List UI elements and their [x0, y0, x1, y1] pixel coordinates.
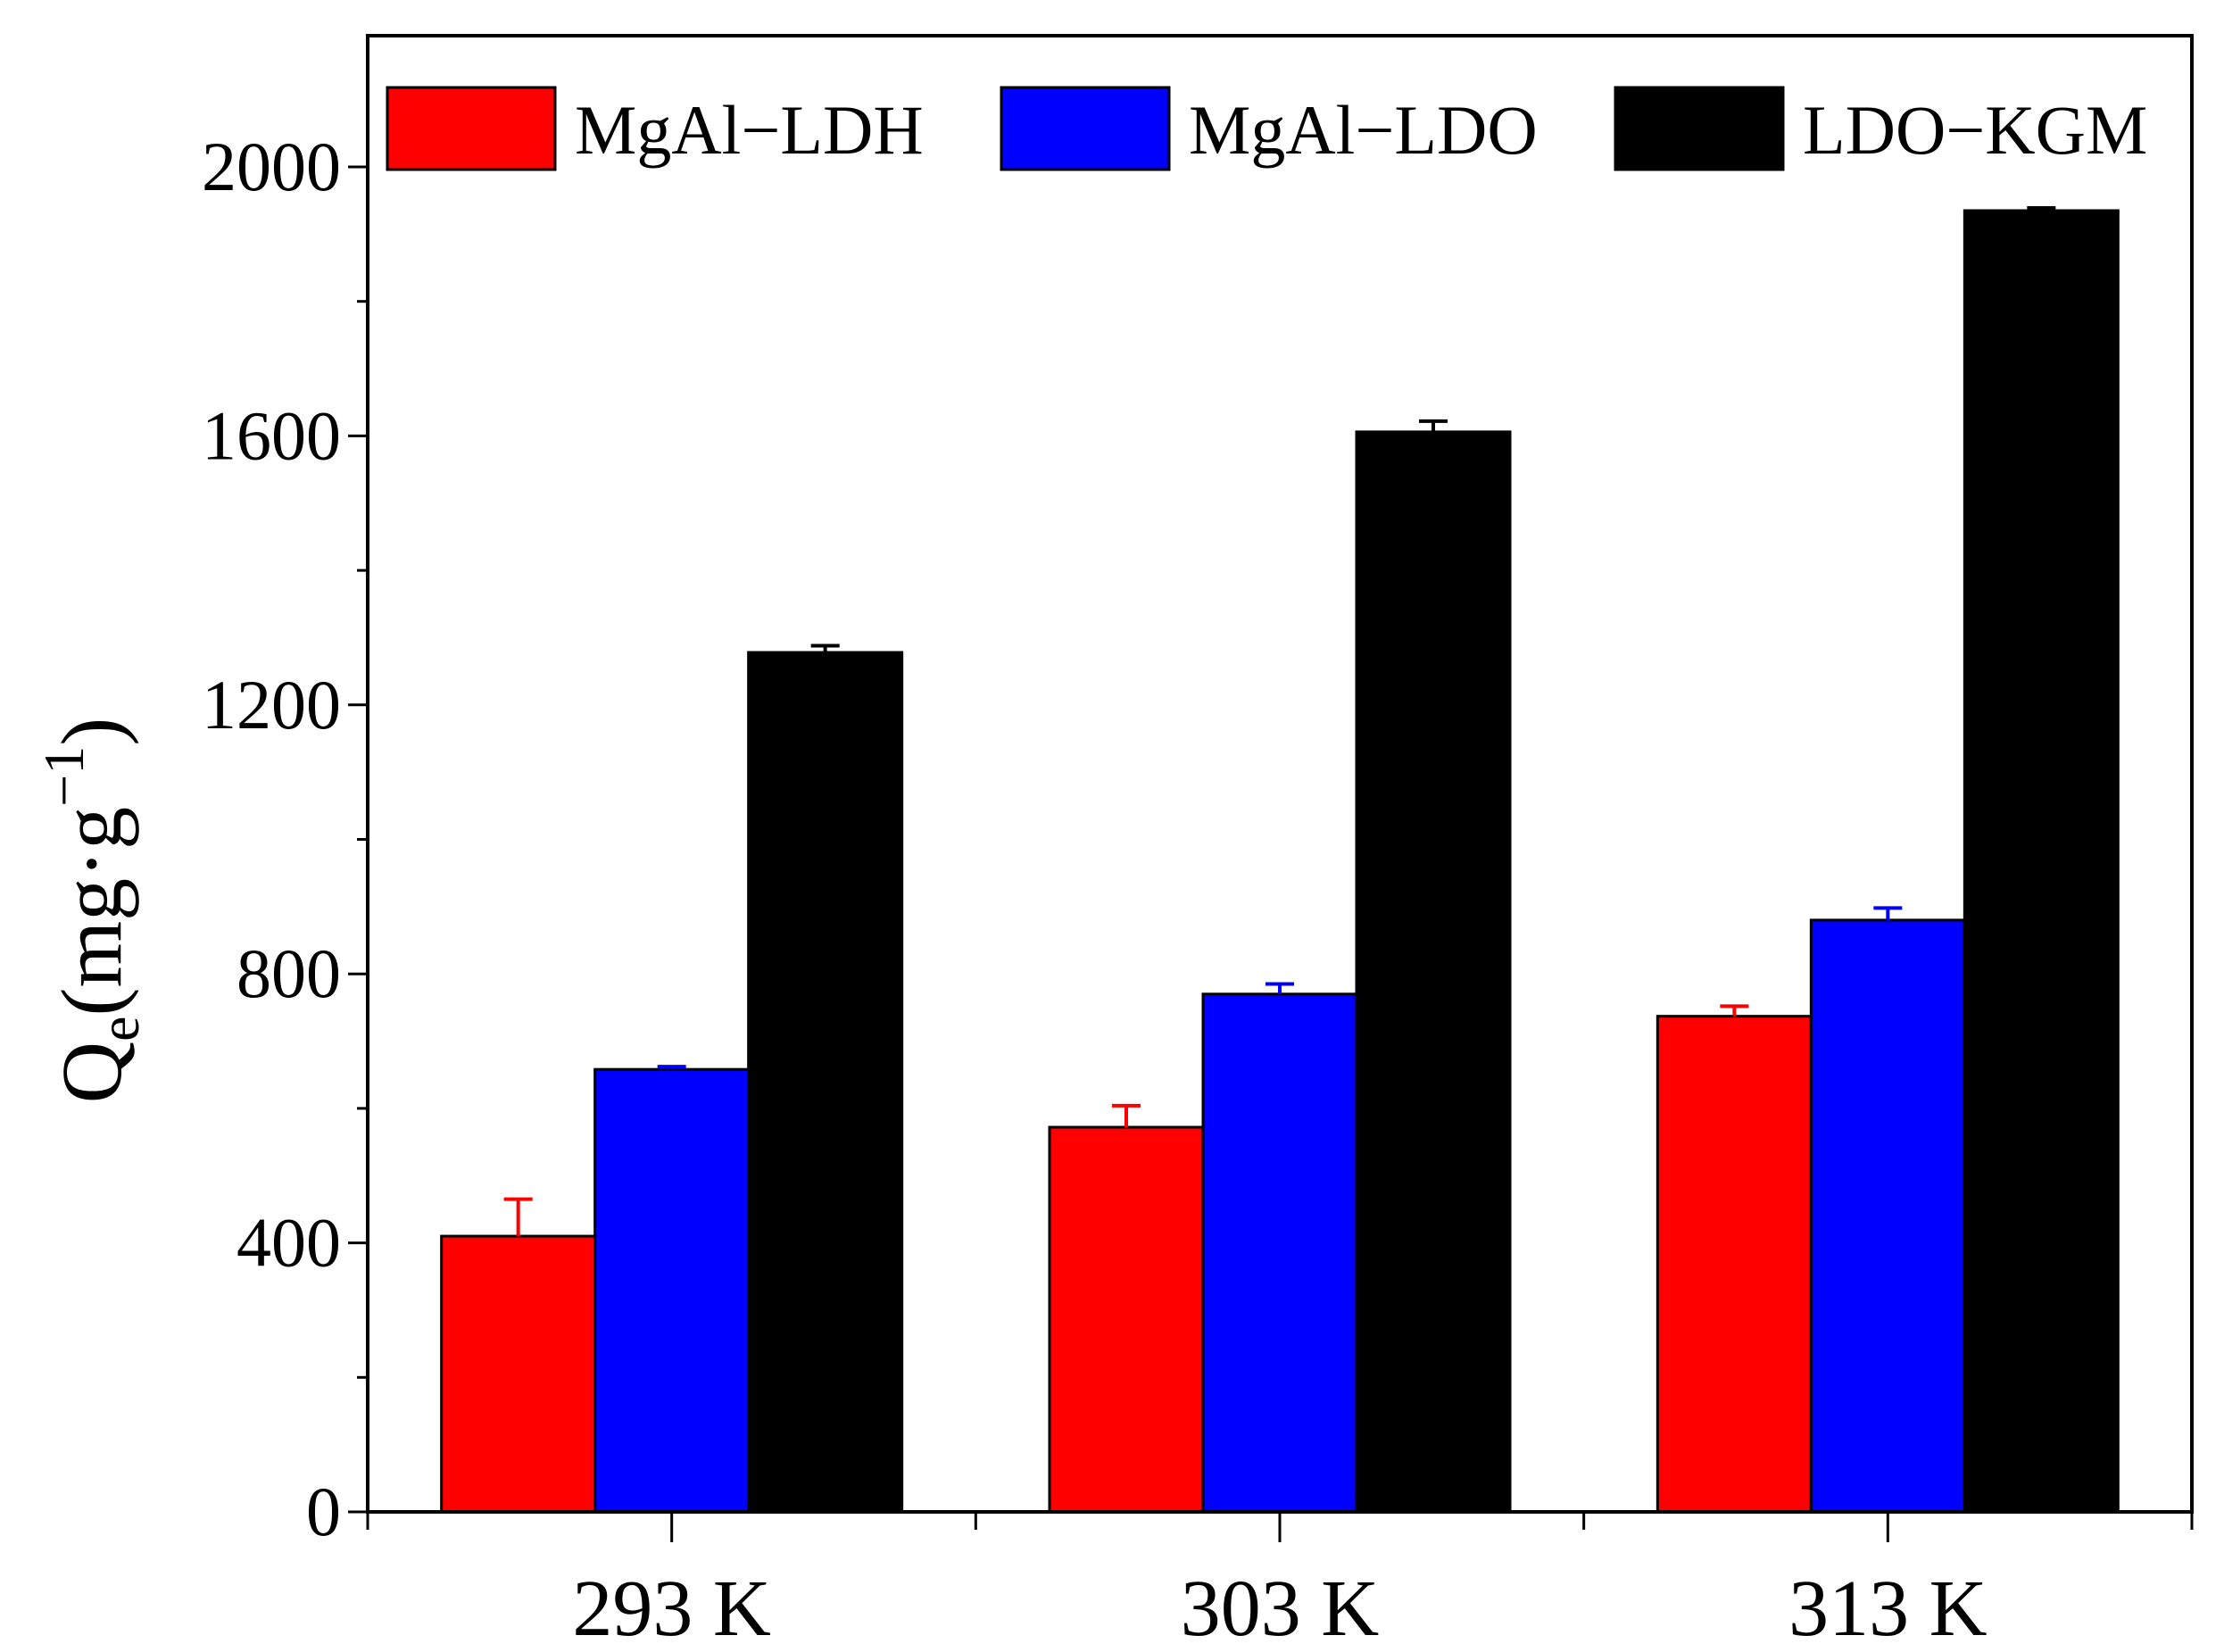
y-tick-label: 2000	[202, 128, 341, 205]
bar-MgAl−LDO-293 K	[593, 1067, 751, 1514]
legend-swatch-MgAl−LDH	[386, 86, 557, 171]
bar-LDO−KGM-313 K	[1963, 209, 2120, 1514]
bar-MgAl−LDH-303 K	[1048, 1125, 1205, 1514]
legend-swatch-MgAl−LDO	[1000, 86, 1171, 171]
y-axis-label-unit-close: )	[44, 718, 139, 746]
y-tick-label: 800	[237, 934, 341, 1012]
y-axis-label: Qe(mg·g−1)	[32, 718, 151, 1103]
bar-LDO−KGM-303 K	[1355, 430, 1512, 1514]
bars-layer	[440, 209, 2120, 1514]
x-tick-label: 303 K	[1181, 1565, 1380, 1652]
y-axis: 0 400 800 1200 1600 2000	[202, 128, 368, 1550]
x-tick-label: 313 K	[1788, 1565, 1987, 1652]
x-axis: 293 K 303 K 313 K	[366, 1512, 2194, 1652]
bar-MgAl−LDO-303 K	[1201, 992, 1358, 1514]
x-tick-label: 293 K	[572, 1565, 771, 1652]
y-tick-label: 1600	[202, 396, 341, 474]
legend-label-LDO−KGM: LDO−KGM	[1803, 91, 2147, 169]
bar-LDO−KGM-293 K	[747, 651, 904, 1514]
y-tick-label: 1200	[202, 666, 341, 743]
y-tick-label: 0	[306, 1473, 341, 1550]
error-bars-layer	[503, 205, 2056, 1237]
y-axis-label-subscript: e	[87, 1016, 151, 1041]
legend-label-MgAl−LDO: MgAl−LDO	[1189, 91, 1538, 169]
bar-MgAl−LDH-313 K	[1656, 1015, 1813, 1514]
y-axis-label-main: Q	[44, 1042, 139, 1103]
y-axis-label-unit-open: (mg·g	[44, 807, 139, 1017]
y-axis-label-unit-superscript: −1	[32, 746, 95, 807]
y-tick-label: 400	[237, 1204, 341, 1282]
legend: MgAl−LDH MgAl−LDO LDO−KGM	[386, 86, 2147, 171]
legend-label-MgAl−LDH: MgAl−LDH	[575, 91, 924, 169]
bar-MgAl−LDO-313 K	[1809, 918, 1966, 1514]
legend-swatch-LDO−KGM	[1614, 86, 1785, 171]
bar-MgAl−LDH-293 K	[440, 1234, 597, 1514]
